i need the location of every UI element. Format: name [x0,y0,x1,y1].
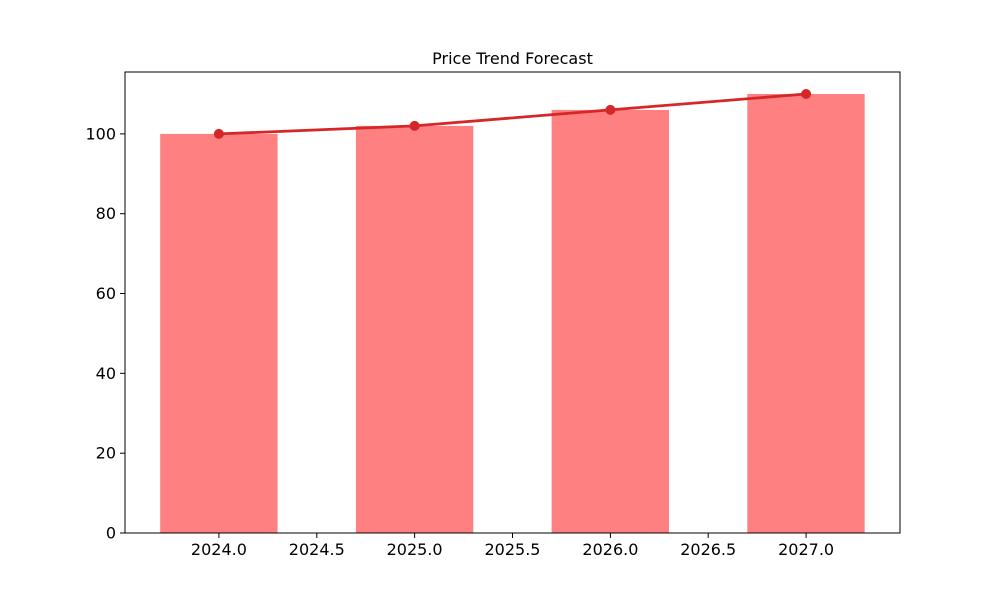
trend-point-2026 [605,104,616,115]
bar-2026 [551,109,669,534]
x-tick-label: 2026.5 [680,540,736,559]
y-tick-label: 0 [106,524,116,543]
x-tick-label: 2027.0 [778,540,834,559]
bar-2027 [747,94,865,533]
y-tick-label: 20 [96,444,116,463]
x-tick-label: 2026.0 [582,540,638,559]
bar-2025 [355,125,474,534]
bar-2024 [160,133,278,533]
y-tick-label: 60 [96,284,116,303]
trend-line-layer [213,89,812,139]
x-tick-label: 2024.0 [191,540,247,559]
y-tick-label: 100 [85,124,116,143]
y-tick-label: 40 [96,364,116,383]
x-tick-label: 2024.5 [289,540,345,559]
trend-polyline [218,92,807,136]
chart-title: Price Trend Forecast [432,49,593,68]
bars-layer [160,94,865,534]
x-tick-label: 2025.5 [485,540,541,559]
trend-point-2024 [213,128,224,139]
y-tick-label: 80 [96,204,116,223]
trend-point-2025 [409,120,420,131]
trend-point-2027 [801,89,812,99]
x-tick-label: 2025.0 [387,540,443,559]
axes-layer: 2024.0 2024.5 2025.0 2025.5 2026.0 2026.5 2027… [85,71,901,559]
